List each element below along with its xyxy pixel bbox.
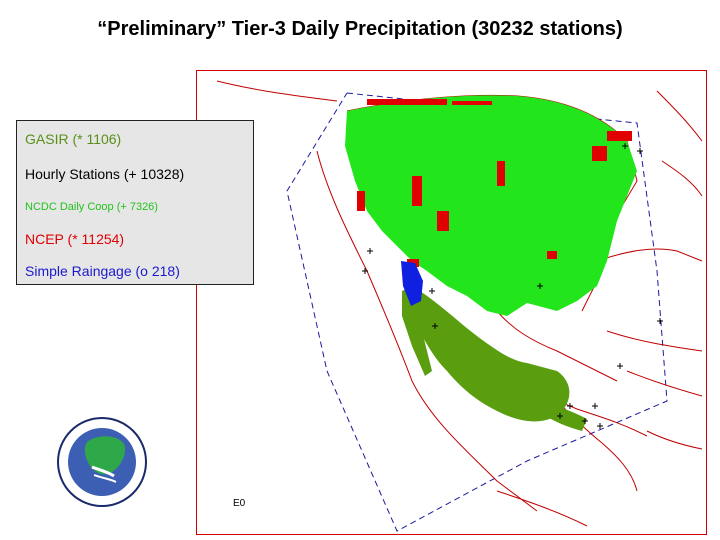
- name-project-logo-icon: [52, 412, 162, 512]
- legend-hourly-stations: Hourly Stations (+ 10328): [25, 166, 185, 182]
- station-legend: GASIR (* 1106) Hourly Stations (+ 10328)…: [16, 120, 254, 285]
- gasir-station-area: [402, 286, 587, 431]
- page-title: “Preliminary” Tier-3 Daily Precipitation…: [97, 18, 623, 40]
- legend-ncdc-daily-coop: NCDC Daily Coop (+ 7326): [25, 201, 158, 213]
- legend-ncep: NCEP (* 11254): [25, 231, 125, 247]
- map-canvas: [216, 80, 703, 532]
- simple-raingage-area: [401, 261, 423, 306]
- precipitation-station-map: [196, 70, 707, 535]
- ncdc-station-area: [345, 95, 637, 316]
- legend-simple-raingage: Simple Raingage (o 218): [25, 263, 180, 279]
- map-label: E0: [233, 498, 246, 509]
- legend-gasir: GASIR (* 1106): [25, 131, 122, 147]
- hourly-station-markers: [362, 143, 663, 429]
